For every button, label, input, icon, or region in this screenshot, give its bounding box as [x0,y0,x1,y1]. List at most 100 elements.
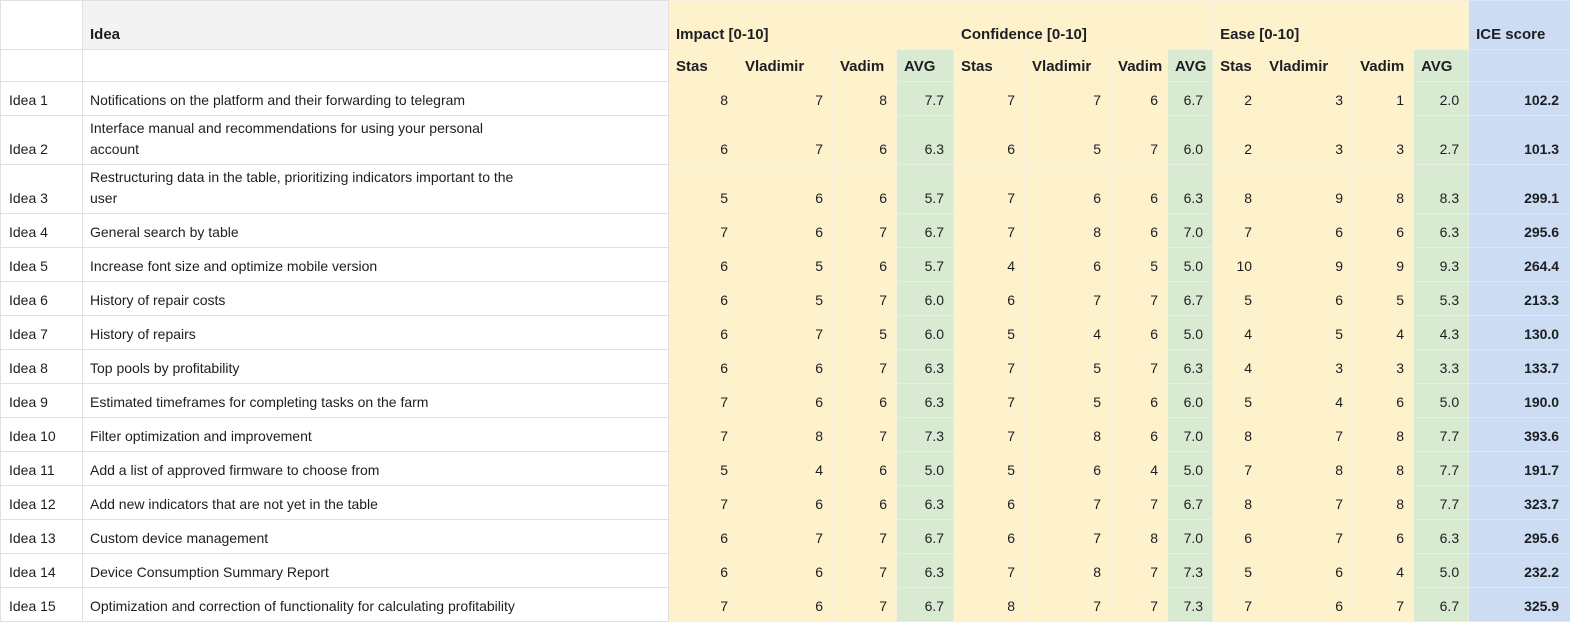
ice-empty-header-cell[interactable] [1469,50,1570,82]
ice-score-cell[interactable]: 130.0 [1469,316,1570,350]
confidence-avg-cell[interactable]: 6.0 [1168,116,1213,165]
confidence-score-cell[interactable]: 6 [1111,418,1168,452]
confidence-vadim-header[interactable]: Vadim [1111,50,1168,82]
idea-label-cell[interactable]: Idea 11 [1,452,83,486]
impact-vadim-header[interactable]: Vadim [833,50,897,82]
confidence-avg-cell[interactable]: 6.7 [1168,82,1213,116]
impact-avg-cell[interactable]: 5.0 [897,452,954,486]
confidence-avg-cell[interactable]: 6.3 [1168,350,1213,384]
confidence-score-cell[interactable]: 7 [1111,486,1168,520]
confidence-score-cell[interactable]: 5 [1025,116,1111,165]
ease-score-cell[interactable]: 10 [1213,248,1262,282]
idea-desc-cell[interactable]: Notifications on the platform and their … [83,82,669,116]
confidence-score-cell[interactable]: 7 [1025,588,1111,622]
ease-header-cell[interactable]: Ease [0-10] [1213,1,1469,50]
idea-label-cell[interactable]: Idea 8 [1,350,83,384]
impact-avg-cell[interactable]: 6.7 [897,588,954,622]
idea-desc-cell[interactable]: History of repair costs [83,282,669,316]
ease-score-cell[interactable]: 3 [1262,116,1353,165]
ease-score-cell[interactable]: 4 [1353,316,1414,350]
ease-score-cell[interactable]: 7 [1213,214,1262,248]
confidence-score-cell[interactable]: 7 [1111,350,1168,384]
ease-score-cell[interactable]: 4 [1213,350,1262,384]
impact-score-cell[interactable]: 7 [833,588,897,622]
impact-score-cell[interactable]: 6 [738,486,833,520]
confidence-score-cell[interactable]: 4 [954,248,1025,282]
confidence-avg-cell[interactable]: 6.0 [1168,384,1213,418]
idea-desc-cell[interactable]: Interface manual and recommendations for… [83,116,669,165]
ease-score-cell[interactable]: 3 [1262,350,1353,384]
impact-avg-cell[interactable]: 5.7 [897,248,954,282]
ease-avg-cell[interactable]: 2.7 [1414,116,1469,165]
impact-avg-cell[interactable]: 7.7 [897,82,954,116]
impact-avg-cell[interactable]: 6.0 [897,282,954,316]
impact-score-cell[interactable]: 8 [738,418,833,452]
impact-avg-cell[interactable]: 6.3 [897,384,954,418]
ease-avg-cell[interactable]: 4.3 [1414,316,1469,350]
confidence-score-cell[interactable]: 7 [954,384,1025,418]
confidence-score-cell[interactable]: 6 [1111,384,1168,418]
idea-label-cell[interactable]: Idea 3 [1,165,83,214]
impact-score-cell[interactable]: 7 [669,418,738,452]
impact-score-cell[interactable]: 6 [738,214,833,248]
impact-avg-cell[interactable]: 6.3 [897,116,954,165]
ease-avg-cell[interactable]: 2.0 [1414,82,1469,116]
confidence-score-cell[interactable]: 7 [1111,554,1168,588]
impact-score-cell[interactable]: 6 [738,554,833,588]
ease-avg-header[interactable]: AVG [1414,50,1469,82]
ease-score-cell[interactable]: 8 [1353,452,1414,486]
idea-label-cell[interactable]: Idea 14 [1,554,83,588]
impact-score-cell[interactable]: 6 [669,316,738,350]
impact-score-cell[interactable]: 6 [833,452,897,486]
ice-score-cell[interactable]: 232.2 [1469,554,1570,588]
impact-score-cell[interactable]: 6 [833,384,897,418]
impact-score-cell[interactable]: 6 [669,520,738,554]
ease-score-cell[interactable]: 6 [1353,384,1414,418]
impact-score-cell[interactable]: 5 [669,452,738,486]
confidence-score-cell[interactable]: 6 [1111,165,1168,214]
confidence-score-cell[interactable]: 6 [1111,82,1168,116]
impact-score-cell[interactable]: 7 [833,350,897,384]
ease-score-cell[interactable]: 8 [1353,418,1414,452]
impact-stas-header[interactable]: Stas [669,50,738,82]
impact-score-cell[interactable]: 7 [833,214,897,248]
confidence-score-cell[interactable]: 8 [1025,554,1111,588]
ice-score-cell[interactable]: 325.9 [1469,588,1570,622]
ease-avg-cell[interactable]: 5.0 [1414,384,1469,418]
impact-avg-cell[interactable]: 5.7 [897,165,954,214]
confidence-score-cell[interactable]: 7 [1025,282,1111,316]
ease-score-cell[interactable]: 5 [1213,384,1262,418]
confidence-score-cell[interactable]: 5 [1025,384,1111,418]
confidence-avg-cell[interactable]: 7.0 [1168,214,1213,248]
idea-label-cell[interactable]: Idea 13 [1,520,83,554]
confidence-score-cell[interactable]: 7 [1111,588,1168,622]
ice-score-cell[interactable]: 393.6 [1469,418,1570,452]
idea-desc-cell[interactable]: Device Consumption Summary Report [83,554,669,588]
confidence-score-cell[interactable]: 6 [1025,248,1111,282]
ice-score-cell[interactable]: 191.7 [1469,452,1570,486]
ice-score-cell[interactable]: 133.7 [1469,350,1570,384]
ease-score-cell[interactable]: 3 [1353,116,1414,165]
impact-avg-cell[interactable]: 6.3 [897,554,954,588]
confidence-avg-cell[interactable]: 5.0 [1168,316,1213,350]
ease-score-cell[interactable]: 1 [1353,82,1414,116]
ease-score-cell[interactable]: 5 [1213,282,1262,316]
ease-score-cell[interactable]: 8 [1213,418,1262,452]
ease-avg-cell[interactable]: 7.7 [1414,452,1469,486]
confidence-score-cell[interactable]: 6 [954,486,1025,520]
impact-score-cell[interactable]: 6 [669,248,738,282]
confidence-score-cell[interactable]: 7 [1111,116,1168,165]
ease-avg-cell[interactable]: 8.3 [1414,165,1469,214]
empty-cell[interactable] [83,50,669,82]
impact-score-cell[interactable]: 6 [669,554,738,588]
ease-avg-cell[interactable]: 7.7 [1414,486,1469,520]
impact-vladimir-header[interactable]: Vladimir [738,50,833,82]
ease-score-cell[interactable]: 8 [1213,486,1262,520]
confidence-avg-header[interactable]: AVG [1168,50,1213,82]
impact-score-cell[interactable]: 7 [738,520,833,554]
impact-score-cell[interactable]: 6 [738,588,833,622]
confidence-vladimir-header[interactable]: Vladimir [1025,50,1111,82]
impact-score-cell[interactable]: 7 [833,554,897,588]
impact-header-cell[interactable]: Impact [0-10] [669,1,954,50]
ice-score-cell[interactable]: 101.3 [1469,116,1570,165]
